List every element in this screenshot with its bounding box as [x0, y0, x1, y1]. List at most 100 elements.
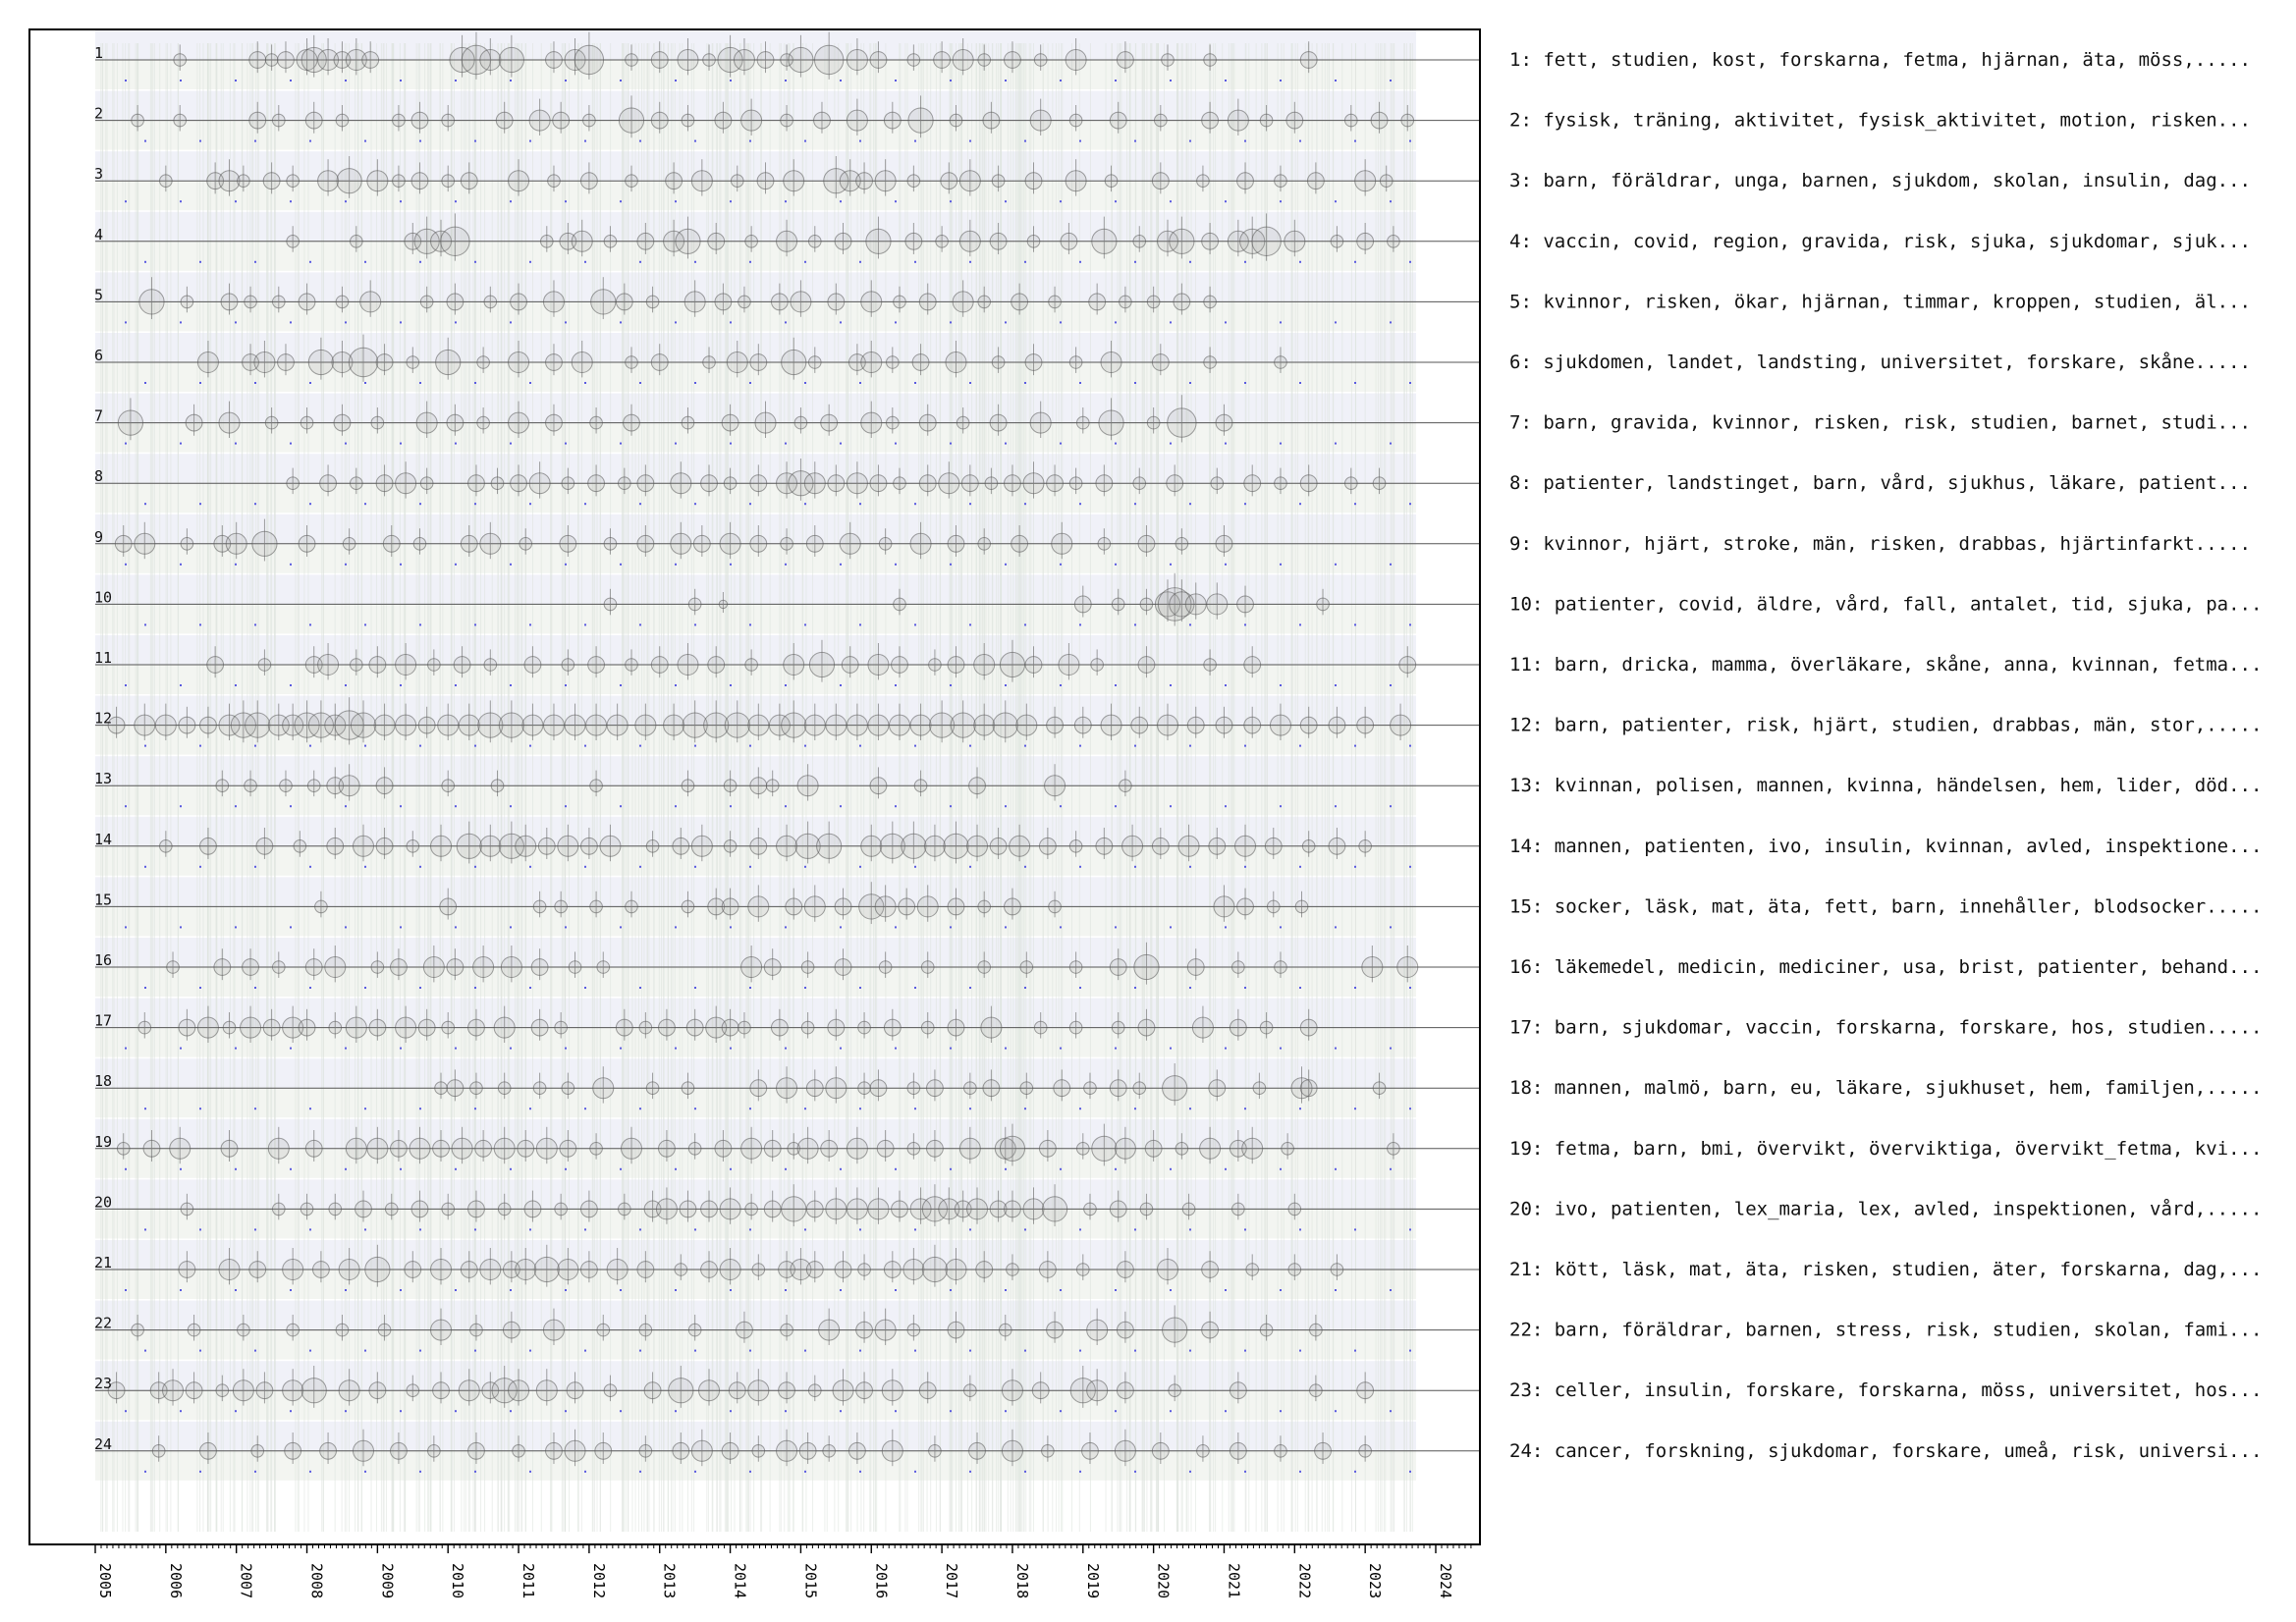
blue-marker [455, 1289, 457, 1291]
article-point [439, 897, 458, 916]
blue-marker [730, 1289, 732, 1291]
article-point [1243, 474, 1262, 493]
article-point [359, 291, 382, 313]
article-point [1086, 1319, 1109, 1341]
blue-marker [199, 139, 201, 142]
article-point [1133, 953, 1160, 981]
article-point [1031, 1381, 1050, 1400]
article-point [878, 960, 893, 974]
article-point [497, 1081, 512, 1095]
blue-marker [180, 200, 182, 203]
blue-marker [859, 987, 861, 989]
blue-marker [419, 139, 421, 142]
article-point [1206, 593, 1229, 616]
article-point [778, 1381, 795, 1400]
blue-marker [1079, 1108, 1081, 1110]
blue-marker [474, 623, 476, 626]
article-point [683, 291, 706, 313]
article-point [1356, 1381, 1375, 1400]
blue-marker [364, 139, 366, 142]
article-point [1191, 1016, 1214, 1039]
blue-marker [859, 623, 861, 626]
article-point [1091, 228, 1118, 254]
blue-marker [199, 1349, 201, 1352]
article-point [765, 779, 780, 793]
blue-marker [199, 382, 201, 384]
blue-marker [1335, 1167, 1337, 1170]
article-point [947, 1321, 965, 1339]
blue-marker [455, 563, 457, 566]
topic-label: 3: barn, föräldrar, unga, barnen, sjukdo… [1509, 170, 2251, 191]
article-point [117, 409, 144, 436]
article-point [178, 1018, 196, 1037]
article-point [1157, 1259, 1178, 1280]
blue-marker [345, 1167, 347, 1170]
blue-marker [1060, 442, 1062, 445]
topic-label: 16: läkemedel, medicin, mediciner, usa, … [1509, 956, 2262, 978]
article-point [703, 712, 730, 738]
article-point [1372, 476, 1387, 491]
article-point [1068, 1020, 1083, 1035]
blue-marker [584, 865, 586, 868]
article-point [218, 170, 241, 192]
blue-marker [694, 1108, 696, 1110]
topic-label: 2: fysisk, träning, aktivitet, fysisk_ak… [1509, 110, 2251, 132]
article-point [879, 833, 905, 859]
article-point [780, 537, 793, 551]
article-point [345, 49, 367, 71]
article-point [370, 415, 385, 430]
article-point [304, 656, 323, 674]
blue-marker [914, 1108, 916, 1110]
topic-label: 21: kött, läsk, mat, äta, risken, studie… [1509, 1259, 2262, 1280]
article-point [306, 779, 321, 793]
article-point [1151, 172, 1170, 190]
blue-marker [1024, 260, 1026, 263]
article-point [618, 1202, 631, 1216]
article-point [794, 833, 821, 859]
article-point [860, 351, 883, 373]
article-point [947, 534, 965, 553]
article-point [878, 537, 893, 551]
article-point [825, 1198, 847, 1220]
blue-marker [749, 1470, 751, 1473]
article-point [1161, 53, 1175, 67]
blue-marker [785, 926, 787, 929]
blue-marker [565, 926, 567, 929]
article-point [1098, 409, 1124, 436]
blue-marker [914, 260, 916, 263]
article-point [345, 1137, 367, 1160]
blue-marker [400, 80, 402, 81]
blue-marker [529, 744, 531, 747]
blue-marker [1060, 805, 1062, 808]
article-point [502, 1261, 520, 1278]
article-point [1201, 1261, 1220, 1278]
article-point [834, 958, 852, 976]
article-point [490, 779, 505, 793]
blue-marker [199, 1470, 201, 1473]
blue-marker [969, 503, 971, 506]
blue-marker [895, 684, 897, 686]
article-point [754, 411, 777, 434]
blue-marker [1005, 80, 1007, 81]
article-point [1245, 1263, 1260, 1276]
blue-marker [950, 684, 952, 686]
article-point [714, 293, 733, 311]
article-point [625, 658, 638, 672]
blue-marker [804, 139, 806, 142]
article-point [1033, 53, 1048, 67]
article-point [1090, 658, 1104, 672]
blue-marker [914, 987, 916, 989]
article-point [928, 1444, 942, 1458]
blue-marker [840, 1289, 842, 1291]
blue-marker [1335, 926, 1337, 929]
article-point [1157, 230, 1178, 252]
topic-label: 14: mannen, patienten, ivo, insulin, kvi… [1509, 836, 2262, 857]
blue-marker [1244, 1228, 1246, 1231]
article-point [615, 1018, 633, 1037]
article-point [674, 1263, 688, 1276]
blue-marker [290, 1167, 292, 1170]
blue-marker [969, 260, 971, 263]
article-point [918, 293, 937, 311]
article-point [975, 1261, 994, 1278]
article-point [244, 295, 257, 309]
